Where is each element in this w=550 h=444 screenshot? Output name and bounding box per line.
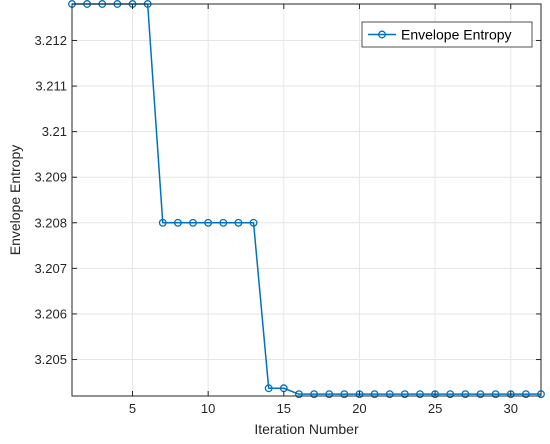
legend: Envelope Entropy [361,21,533,48]
data-point-marker [385,390,394,399]
x-axis-label: Iteration Number [254,421,359,437]
x-tick-label: 20 [352,401,366,416]
data-point-marker [340,390,349,399]
series-line [72,3,541,395]
data-point-marker [204,218,213,227]
y-tick-label: 3.211 [35,79,67,94]
data-point-marker [189,218,197,227]
data-point-marker [521,390,530,399]
y-axis-label: Envelope Entropy [7,145,23,256]
data-point-marker [506,390,515,399]
data-point-marker [491,390,500,399]
data-point-marker [264,384,273,393]
data-point-marker [219,218,228,227]
data-point-marker [249,218,258,227]
data-point-marker [173,218,182,227]
legend-marker-icon [378,30,386,39]
data-point-marker [310,390,319,399]
y-tick-label: 3.21 [42,124,67,139]
data-point-marker [446,390,455,399]
plot-area [72,4,541,396]
legend-entry-label: Envelope Entropy [401,27,512,43]
grid-lines [72,4,541,396]
data-point-marker [431,390,440,399]
data-point-marker [294,390,303,399]
data-point-marker [400,390,409,399]
x-tick-label: 15 [277,401,291,416]
data-point-marker [234,218,243,227]
data-point-marker [461,390,470,399]
x-tick-label: 25 [428,401,442,416]
x-tick-label: 5 [129,401,136,416]
x-tick-label: 10 [201,401,215,416]
data-point-marker [355,390,364,399]
x-tick-label: 30 [504,401,518,416]
plot-frame [71,3,542,397]
y-tick-label: 3.206 [34,306,67,321]
y-tick-label: 3.209 [34,170,67,185]
y-tick-label: 3.208 [34,215,67,230]
y-tick-label: 3.205 [34,352,67,367]
data-point-marker [370,390,379,399]
axis-ticks: 5 10 15 20 25 30 3.205 3.206 3.207 3.208 3.209 3.21… [34,4,541,416]
data-point-marker [416,390,424,399]
data-point-marker [325,390,334,399]
data-point-marker [476,390,485,399]
y-tick-label: 3.207 [34,261,67,276]
y-tick-label: 3.212 [34,33,67,48]
data-point-marker [158,218,167,227]
